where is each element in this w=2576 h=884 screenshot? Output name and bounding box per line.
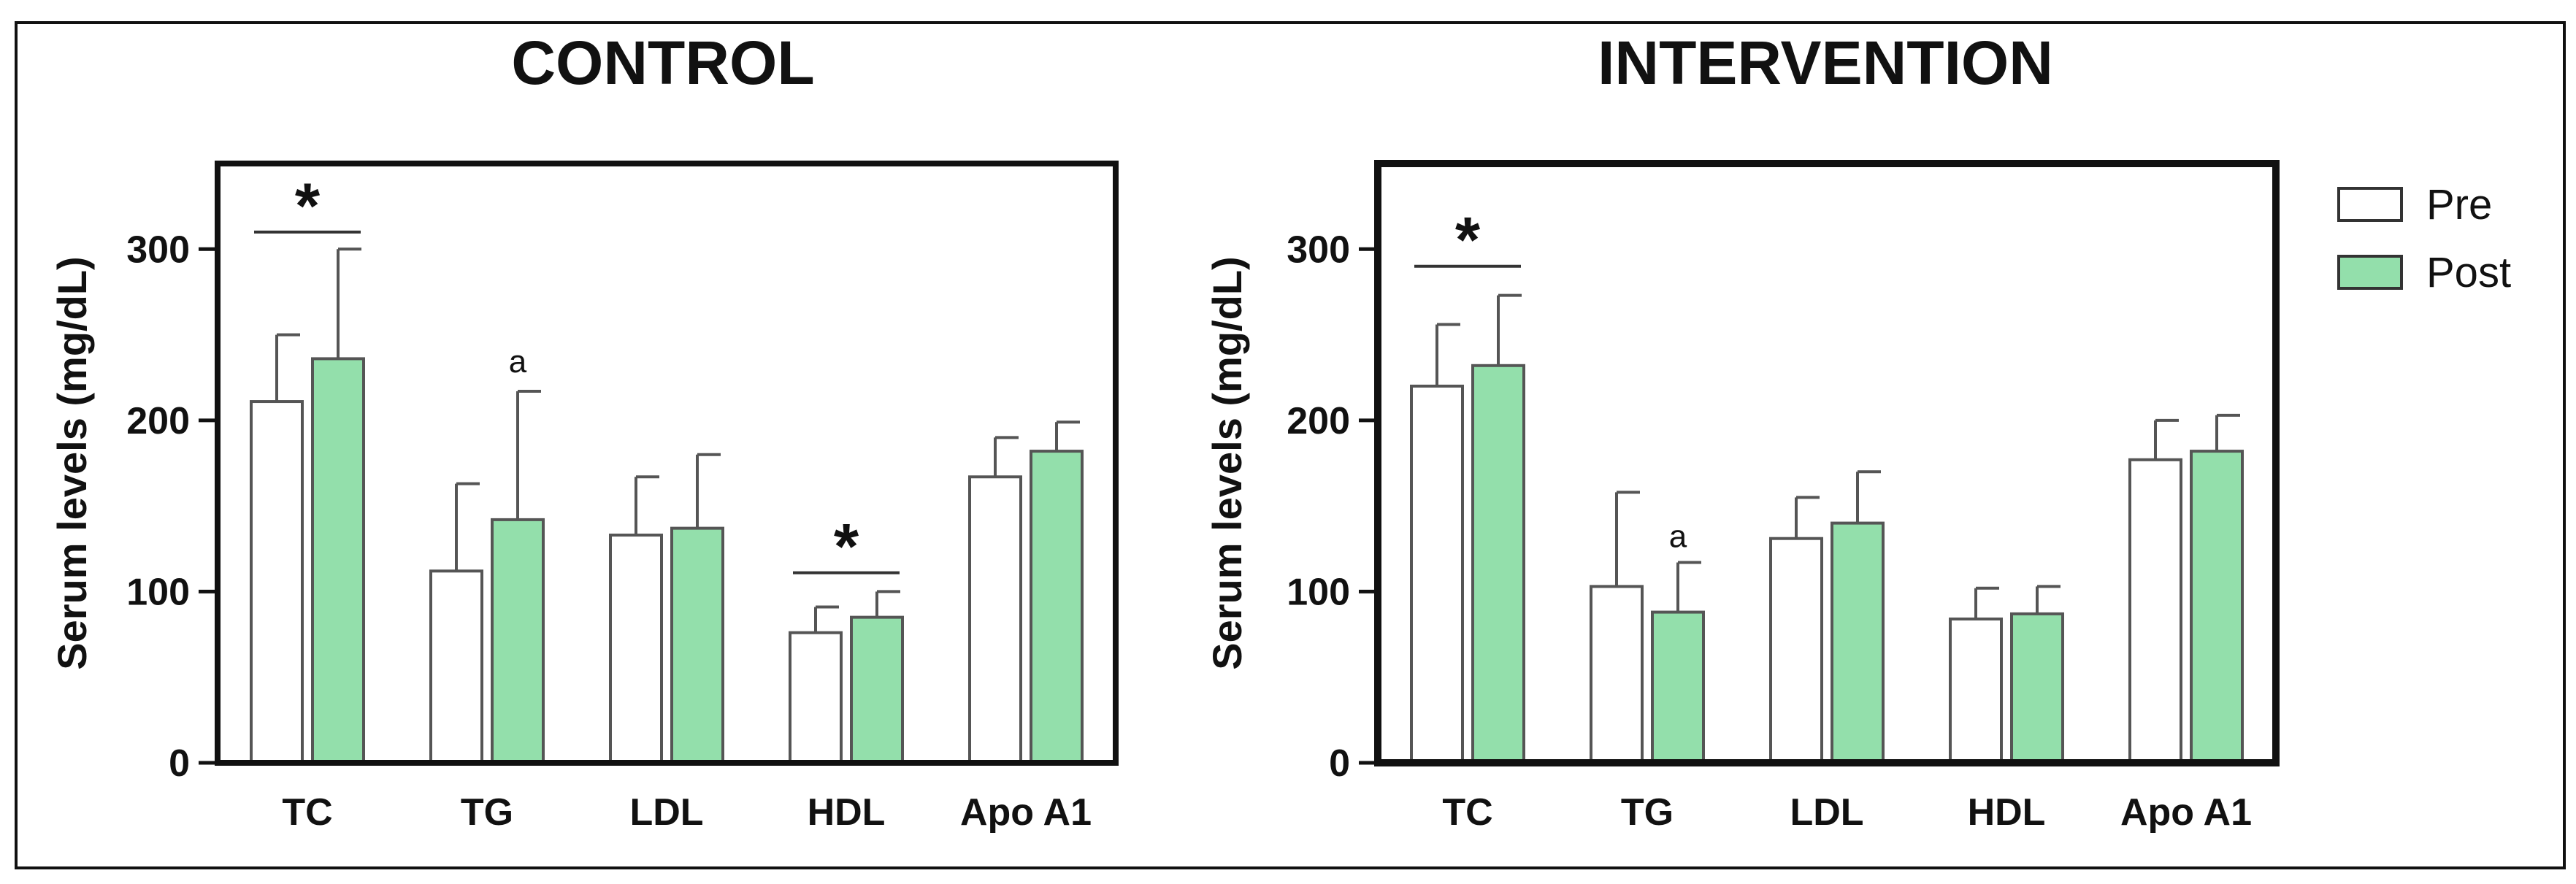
intervention-x-tick-label: HDL <box>1968 791 2046 834</box>
control-bar-post <box>311 357 365 764</box>
intervention-letter-annotation: a <box>1669 518 1687 554</box>
intervention-x-tick-label: LDL <box>1790 791 1863 834</box>
control-x-tick-label: TC <box>282 791 332 834</box>
intervention-bar-post <box>1471 364 1525 764</box>
intervention-y-tick-label: 100 <box>1287 571 1350 613</box>
control-significance-star: * <box>295 169 321 242</box>
intervention-bar-post <box>1831 521 1885 764</box>
control-bar-pre <box>250 400 304 764</box>
intervention-x-tick-label: TG <box>1621 791 1674 834</box>
legend-swatch-pre <box>2337 187 2403 222</box>
control-bar-post <box>670 526 724 764</box>
control-letter-annotation: a <box>509 344 527 380</box>
control-plot-frame <box>215 161 1119 766</box>
intervention-bar-pre <box>1949 617 2003 765</box>
intervention-x-tick-label: TC <box>1442 791 1492 834</box>
intervention-y-tick-label: 300 <box>1287 228 1350 271</box>
control-x-tick-label: TG <box>461 791 513 834</box>
legend-label-pre: Pre <box>2426 181 2492 228</box>
control-bar-post <box>1030 450 1084 765</box>
chart-intervention: 0 100 200 300 Serum levels (mg/dL) TC TG LDL HDL… <box>1204 160 2280 834</box>
intervention-significance-star: * <box>1455 204 1481 276</box>
control-bar-pre <box>609 534 663 765</box>
control-significance-star: * <box>834 510 859 583</box>
control-x-tick-label: HDL <box>808 791 886 834</box>
control-bar-pre <box>429 569 483 765</box>
control-y-tick-label: 0 <box>169 742 190 785</box>
intervention-bar-pre <box>1590 585 1644 764</box>
intervention-x-tick-label: Apo A1 <box>2120 791 2252 834</box>
control-y-tick-label: 100 <box>126 571 190 613</box>
legend: Pre Post <box>2337 181 2511 296</box>
intervention-bar-post <box>1651 610 1705 764</box>
control-bar-post <box>850 615 904 764</box>
intervention-y-axis-label: Serum levels (mg/dL) <box>1204 256 1250 669</box>
intervention-y-tick-label: 0 <box>1329 742 1350 785</box>
control-y-tick-label: 200 <box>126 400 190 442</box>
control-x-tick-label: Apo A1 <box>960 791 1092 834</box>
chart-control: 0 100 200 300 Serum levels (mg/dL) TC TG LDL HDL… <box>49 161 1119 834</box>
panel-title-intervention: INTERVENTION <box>1598 28 2053 97</box>
control-bar-post <box>491 518 545 764</box>
intervention-bar-post <box>2190 450 2244 765</box>
intervention-bar-pre <box>1410 384 1464 764</box>
panel-title-control: CONTROL <box>511 28 814 97</box>
control-x-tick-label: LDL <box>629 791 703 834</box>
control-bar-pre <box>968 475 1022 764</box>
intervention-plot-frame <box>1374 160 2280 766</box>
control-y-tick-label: 300 <box>126 228 190 271</box>
legend-swatch-post <box>2337 255 2403 290</box>
legend-label-post: Post <box>2426 249 2511 296</box>
control-y-axis-label: Serum levels (mg/dL) <box>49 256 95 669</box>
intervention-bar-pre <box>1769 537 1823 764</box>
intervention-y-tick-label: 200 <box>1287 400 1350 442</box>
intervention-bar-pre <box>2128 458 2182 765</box>
control-bar-pre <box>789 631 843 764</box>
intervention-bar-post <box>2010 612 2064 764</box>
